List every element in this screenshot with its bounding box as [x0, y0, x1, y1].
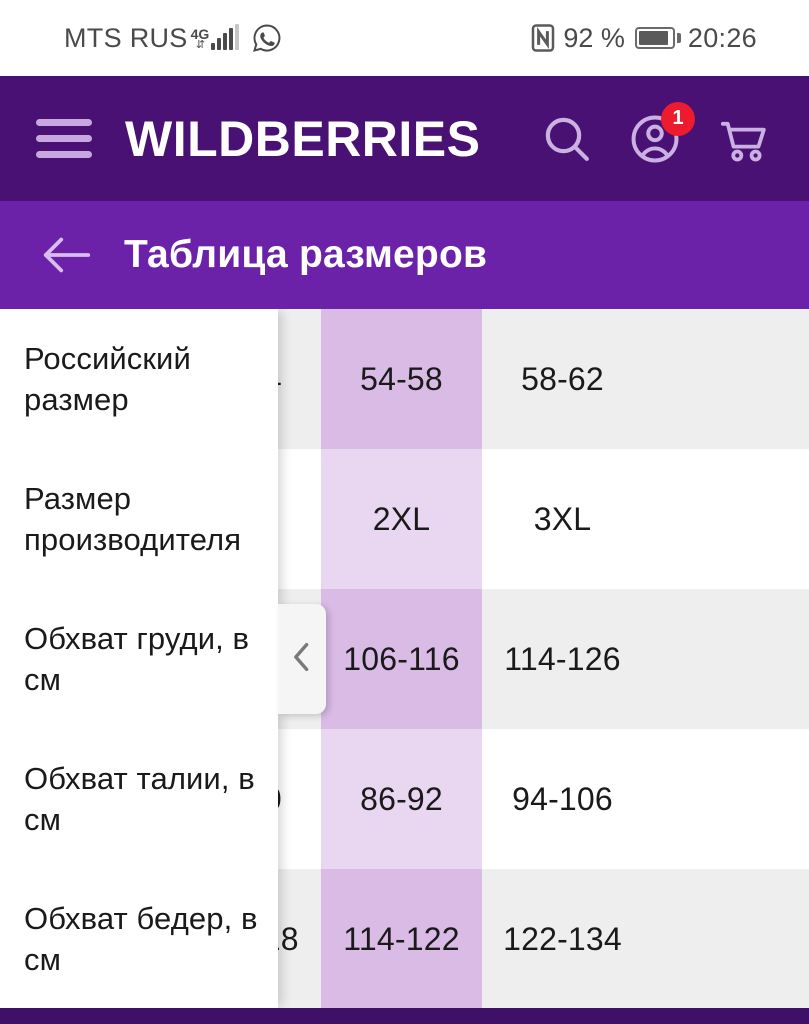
cart-icon[interactable]: [715, 111, 773, 167]
account-icon[interactable]: 1: [627, 101, 695, 167]
network-indicator: 4G ⇵: [190, 24, 240, 51]
table-cell: 114-126: [504, 640, 621, 677]
status-bar-left: MTS RUS 4G ⇵: [64, 23, 282, 54]
table-cell: 122-134: [503, 920, 622, 957]
table-cell-highlighted: 86-92: [321, 729, 482, 869]
network-type-icon: 4G ⇵: [190, 26, 210, 51]
table-row-header: Размер производителя: [0, 449, 278, 589]
carrier-name: MTS RUS: [64, 22, 188, 53]
clock: 20:26: [687, 22, 757, 53]
page-subheader: Таблица размеров: [0, 201, 809, 309]
table-cell-highlighted: 2XL: [321, 449, 482, 589]
data-transfer-arrows-icon: ⇵: [195, 39, 205, 51]
table-cell-highlighted: 54-58: [321, 309, 482, 449]
table-row-header: Обхват груди, в см: [0, 589, 278, 729]
app-header: WILDBERRIES 1: [0, 76, 809, 201]
battery-percent: 92 %: [563, 22, 625, 53]
table-cell: 94-106: [512, 780, 613, 817]
search-icon[interactable]: [539, 111, 595, 167]
status-bar: MTS RUS 4G ⇵: [0, 0, 809, 76]
scroll-left-button[interactable]: [278, 604, 326, 714]
header-actions: 1: [539, 101, 773, 167]
signal-strength-icon: [211, 24, 240, 50]
whatsapp-icon: [252, 23, 282, 53]
account-badge: 1: [661, 101, 695, 136]
table-row-header: Российский размер: [0, 309, 278, 449]
battery-icon: [634, 27, 681, 49]
chevron-left-icon: [289, 640, 315, 679]
size-table[interactable]: 0 50-54 54-58 58-62 XL 2XL 3XL 98-110 10…: [0, 309, 809, 1008]
table-cell: 3XL: [533, 500, 592, 537]
table-row-header: Обхват бедер, в см: [0, 869, 278, 1008]
row-label: Обхват бедер, в см: [24, 901, 258, 977]
table-row-header: Обхват талии, в см: [0, 729, 278, 869]
brand-logo[interactable]: WILDBERRIES: [125, 110, 481, 167]
table-cell-highlighted: 106-116: [321, 589, 482, 729]
bottom-bar: [0, 1008, 809, 1024]
nfc-icon: [530, 23, 556, 53]
row-label: Размер производителя: [24, 481, 242, 557]
status-bar-right: 92 % 20:26: [530, 23, 757, 54]
page-title: Таблица размеров: [124, 233, 488, 276]
row-label: Обхват талии, в см: [24, 761, 255, 837]
hamburger-menu-icon[interactable]: [36, 119, 92, 158]
table-cell-highlighted: 114-122: [321, 869, 482, 1008]
back-arrow-icon[interactable]: [40, 233, 94, 277]
row-label: Российский размер: [24, 341, 191, 417]
table-cell: 58-62: [521, 360, 604, 397]
size-table-sticky-column: Российский размер Размер производителя О…: [0, 309, 278, 1008]
network-type-label: 4G: [190, 26, 210, 42]
row-label: Обхват груди, в см: [24, 621, 250, 697]
